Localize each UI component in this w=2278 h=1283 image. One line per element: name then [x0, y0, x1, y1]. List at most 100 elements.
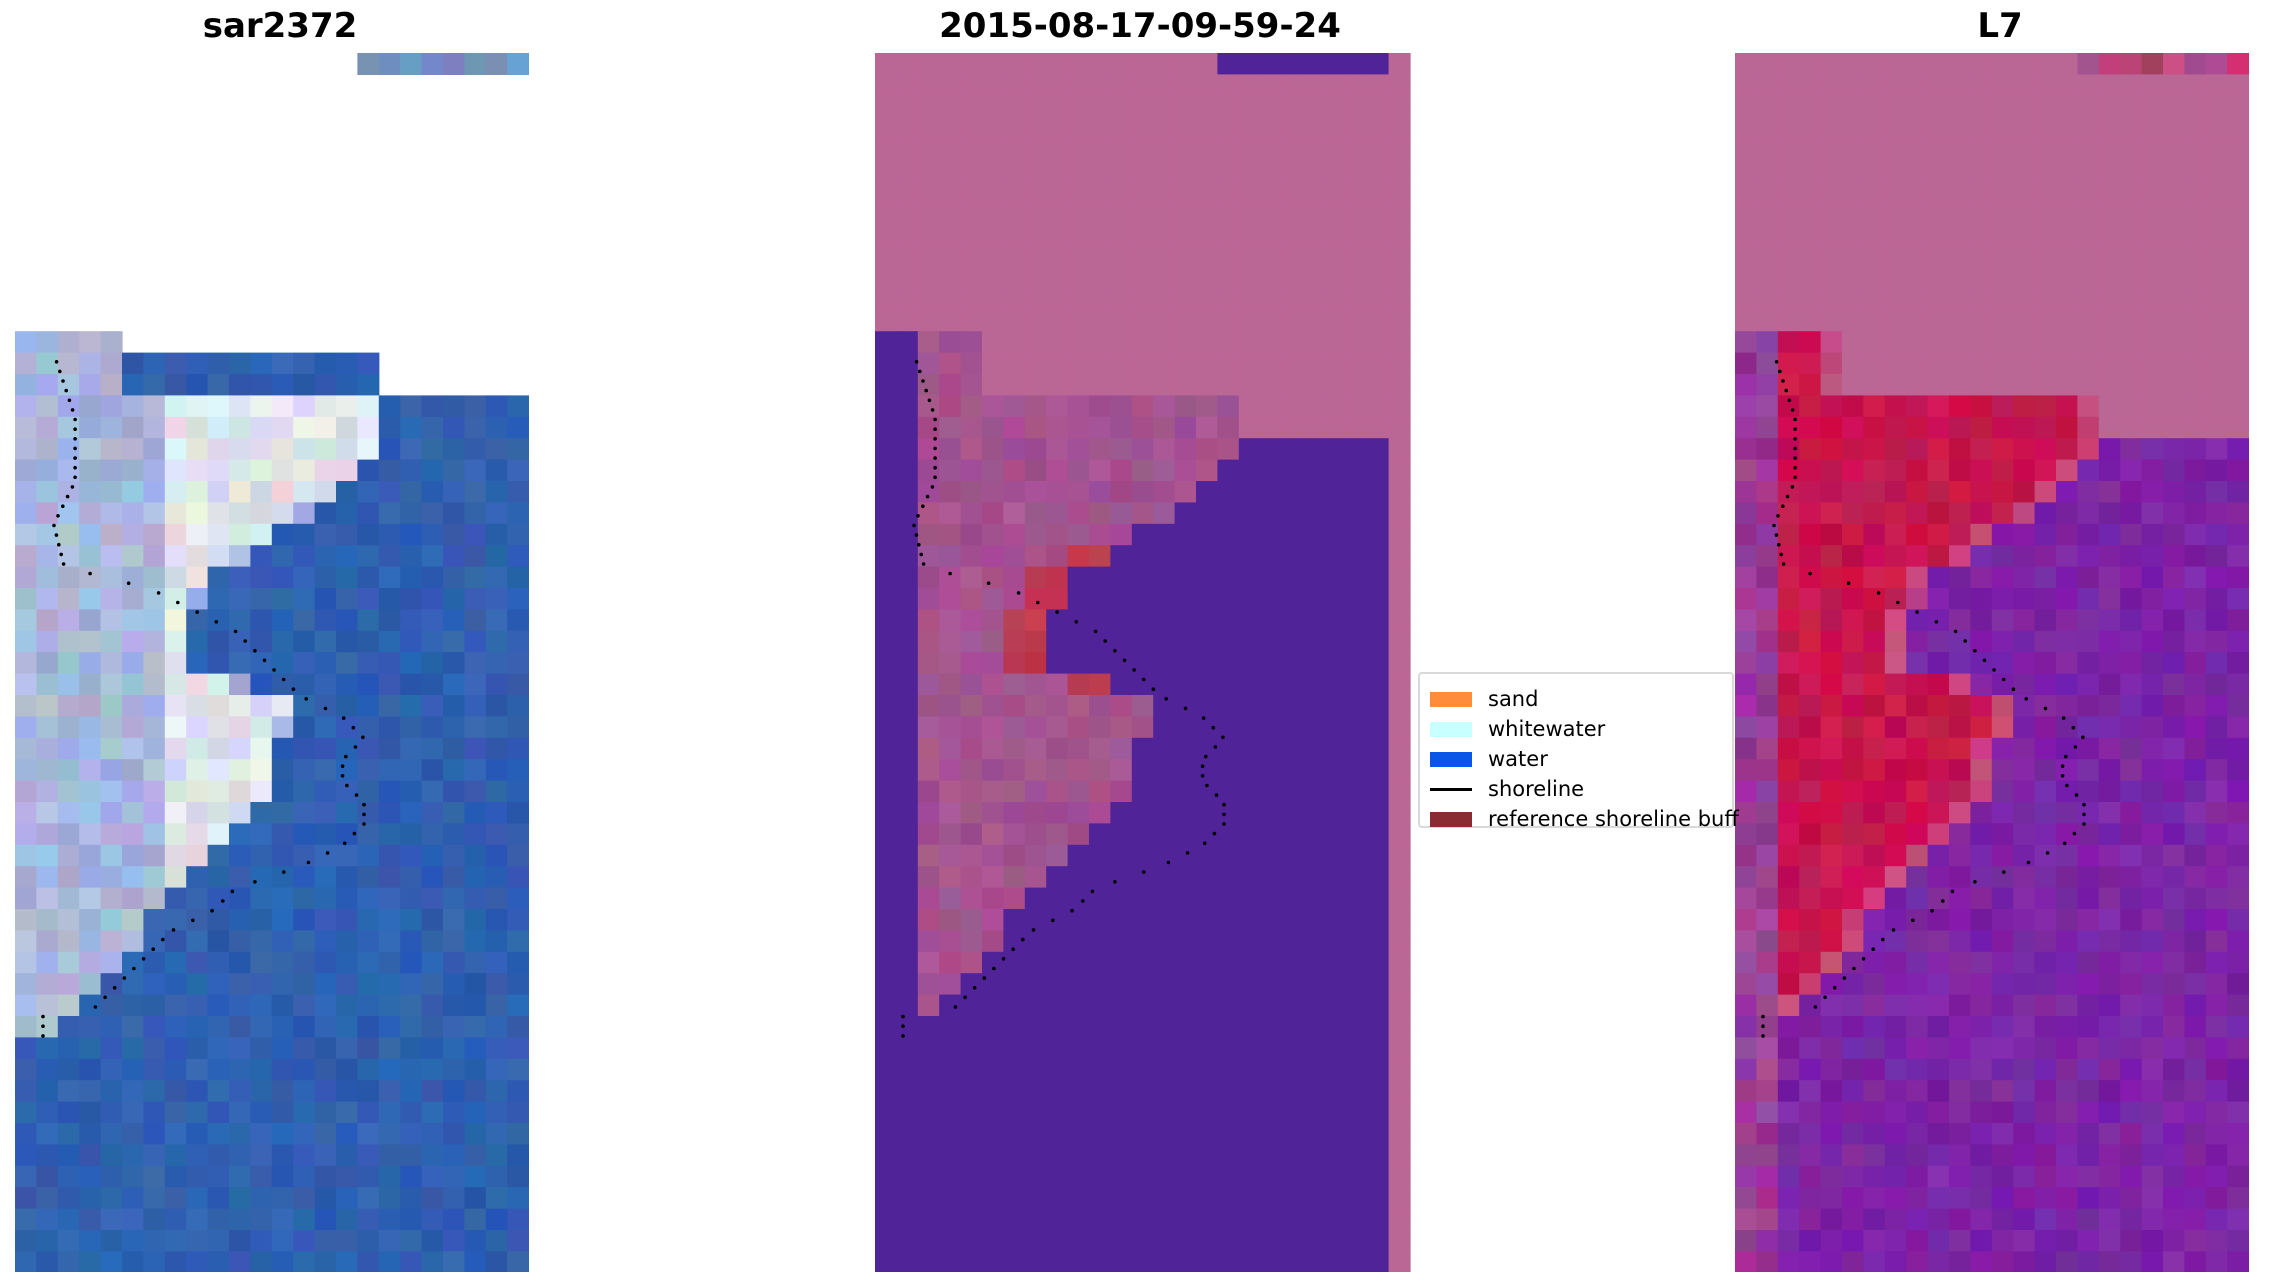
image-pixel	[100, 909, 123, 931]
image-pixel	[1906, 1165, 1929, 1188]
image-pixel	[1345, 245, 1368, 268]
image-pixel	[1345, 160, 1368, 182]
image-pixel	[1949, 951, 1971, 974]
image-pixel	[79, 609, 102, 632]
image-pixel	[36, 951, 59, 974]
image-pixel	[143, 823, 166, 846]
image-pixel	[250, 352, 273, 375]
image-pixel	[57, 994, 80, 1017]
image-pixel	[1003, 74, 1026, 97]
image-pixel	[1238, 288, 1261, 311]
image-pixel	[1089, 994, 1111, 1017]
image-pixel	[1174, 1251, 1197, 1272]
image-pixel	[229, 416, 251, 439]
image-pixel	[1324, 1016, 1347, 1038]
image-pixel	[982, 95, 1004, 118]
image-pixel	[1799, 181, 1822, 204]
image-pixel	[1089, 416, 1111, 439]
image-pixel	[2184, 1187, 2207, 1210]
image-pixel	[336, 416, 358, 439]
image-pixel	[1820, 502, 1843, 525]
image-pixel	[917, 1251, 940, 1272]
image-pixel	[378, 823, 401, 846]
image-pixel	[2227, 245, 2249, 268]
image-pixel	[229, 844, 251, 867]
image-pixel	[2077, 844, 2100, 867]
image-pixel	[939, 737, 962, 760]
image-pixel	[1949, 1058, 1971, 1081]
image-pixel	[1089, 609, 1111, 632]
image-pixel	[2098, 523, 2121, 546]
image-pixel	[1303, 202, 1325, 225]
image-pixel	[15, 780, 37, 803]
image-pixel	[36, 1123, 59, 1145]
image-pixel	[1303, 630, 1325, 653]
image-pixel	[2163, 759, 2185, 782]
image-pixel	[1303, 416, 1325, 439]
image-pixel	[100, 695, 123, 717]
image-pixel	[400, 416, 423, 439]
image-pixel	[1949, 459, 1971, 482]
image-pixel	[1777, 438, 1800, 461]
image-pixel	[2013, 53, 2036, 75]
image-pixel	[1024, 673, 1047, 696]
image-pixel	[421, 887, 444, 910]
image-pixel	[507, 1037, 529, 1060]
image-pixel	[2141, 802, 2164, 824]
image-pixel	[1927, 545, 1950, 568]
image-pixel	[2184, 288, 2207, 311]
image-pixel	[1324, 438, 1347, 461]
shoreline-point	[1891, 928, 1896, 932]
image-pixel	[1927, 887, 1950, 910]
image-pixel	[1003, 1101, 1026, 1124]
image-pixel	[1970, 395, 1993, 418]
image-pixel	[229, 994, 251, 1017]
index-image	[1735, 53, 2249, 1272]
image-pixel	[2056, 973, 2078, 996]
image-pixel	[1777, 331, 1800, 354]
image-pixel	[2120, 951, 2143, 974]
image-pixel	[1303, 138, 1325, 161]
image-pixel	[1367, 202, 1390, 225]
image-pixel	[207, 695, 230, 717]
image-pixel	[1735, 117, 1757, 140]
image-pixel	[357, 395, 380, 418]
image-pixel	[1281, 951, 1304, 974]
image-pixel	[400, 1187, 423, 1210]
shoreline-point	[1793, 475, 1797, 480]
image-pixel	[1260, 138, 1283, 161]
image-pixel	[1367, 309, 1390, 332]
image-pixel	[2077, 1251, 2100, 1272]
image-pixel	[1735, 930, 1757, 953]
image-pixel	[207, 502, 230, 525]
image-pixel	[207, 523, 230, 546]
image-pixel	[1131, 759, 1154, 782]
image-pixel	[1024, 416, 1047, 439]
image-pixel	[1367, 224, 1390, 247]
image-pixel	[1324, 1123, 1347, 1145]
image-pixel	[1303, 802, 1325, 824]
shoreline-point	[1930, 908, 1934, 913]
image-pixel	[1991, 224, 2014, 247]
image-pixel	[939, 374, 962, 396]
image-pixel	[1089, 74, 1111, 97]
image-pixel	[2184, 951, 2207, 974]
image-pixel	[100, 844, 123, 867]
image-pixel	[122, 459, 144, 482]
image-pixel	[1260, 245, 1283, 268]
image-pixel	[400, 1251, 423, 1272]
image-pixel	[79, 994, 102, 1017]
shoreline-point	[930, 485, 935, 489]
image-pixel	[15, 887, 37, 910]
image-pixel	[2034, 352, 2057, 375]
image-pixel	[1970, 138, 1993, 161]
image-pixel	[1927, 802, 1950, 824]
image-pixel	[2141, 780, 2164, 803]
image-pixel	[2120, 395, 2143, 418]
image-pixel	[186, 523, 209, 546]
image-pixel	[2077, 459, 2100, 482]
image-pixel	[271, 1144, 294, 1167]
image-pixel	[2205, 438, 2228, 461]
image-pixel	[1388, 117, 1411, 140]
index-image-panel	[1735, 53, 2249, 1272]
